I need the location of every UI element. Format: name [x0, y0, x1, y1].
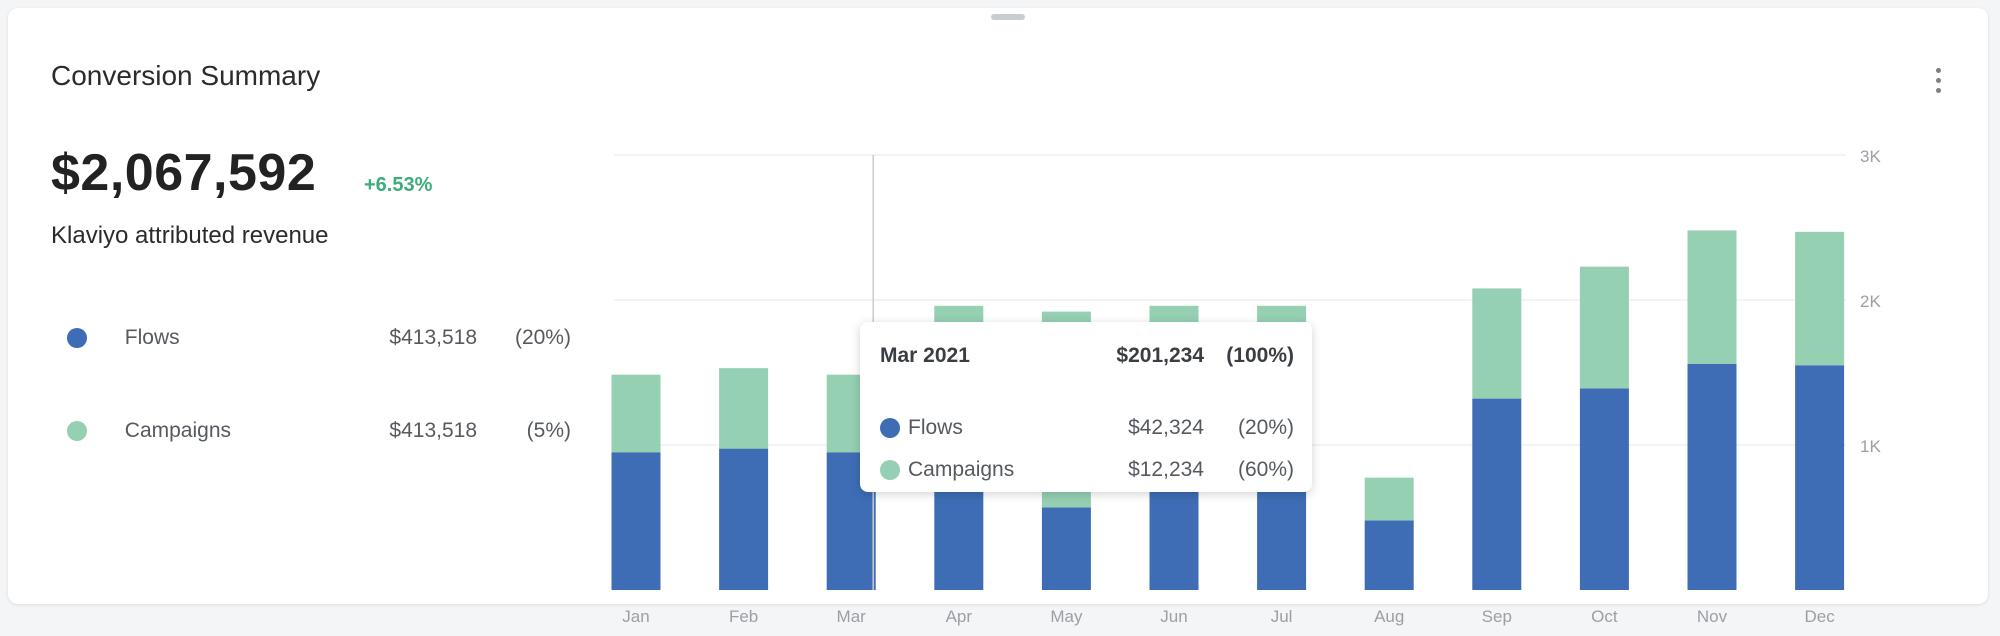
legend-label: Campaigns	[124, 419, 232, 442]
y-tick-label: 2K	[1860, 292, 1881, 311]
bar-campaigns-feb	[719, 368, 769, 449]
tooltip-series-percent: (20%)	[1237, 416, 1294, 439]
tooltip-date: Mar 2021	[880, 344, 970, 367]
bar-campaigns-dec	[1795, 231, 1845, 366]
bar-flows-apr	[934, 489, 984, 590]
tooltip-row-flows: Flows $42,324 (20%)	[880, 416, 1294, 440]
bar-campaigns-nov	[1687, 230, 1737, 364]
drag-handle[interactable]	[991, 14, 1025, 20]
x-tick-label: Jun	[1160, 607, 1187, 626]
x-tick-label: Nov	[1697, 607, 1728, 626]
legend-percent: (20%)	[514, 326, 571, 349]
x-tick-label: Apr	[946, 607, 973, 626]
x-tick-label: Jan	[622, 607, 649, 626]
flows-dot-icon	[67, 328, 87, 348]
bar-flows-dec	[1795, 365, 1845, 590]
x-tick-label: Feb	[729, 607, 758, 626]
bar-flows-jun	[1149, 488, 1199, 590]
tooltip-series-name: Campaigns	[908, 458, 1015, 481]
bar-flows-jul	[1257, 482, 1307, 590]
chart-tooltip: Mar 2021 $201,234 (100%) Flows $42,324 (…	[860, 322, 1312, 492]
legend-value: $413,518	[389, 419, 477, 442]
bar-flows-feb	[719, 448, 769, 590]
campaigns-dot-icon	[67, 421, 87, 441]
legend-label: Flows	[124, 326, 180, 349]
x-tick-label: May	[1050, 607, 1083, 626]
tooltip-row-campaigns: Campaigns $12,234 (60%)	[880, 458, 1294, 482]
card-title: Conversion Summary	[51, 60, 321, 91]
total-revenue: $2,067,592	[51, 144, 317, 202]
bar-flows-may	[1041, 507, 1091, 590]
bar-flows-nov	[1687, 363, 1737, 590]
tooltip-series-value: $12,234	[1128, 458, 1204, 481]
revenue-change-badge: +6.53%	[364, 174, 433, 196]
tooltip-series-value: $42,324	[1128, 416, 1204, 439]
bar-flows-sep	[1472, 398, 1522, 590]
x-tick-label: Sep	[1482, 607, 1512, 626]
tooltip-header: Mar 2021 $201,234 (100%)	[880, 344, 1294, 368]
bar-campaigns-sep	[1472, 288, 1522, 399]
campaigns-dot-icon	[880, 460, 900, 480]
conversion-summary-card: Conversion Summary $2,067,592 +6.53% Kla…	[8, 8, 1988, 604]
legend-value: $413,518	[389, 326, 477, 349]
bar-flows-jan	[611, 452, 661, 590]
legend-item-campaigns: Campaigns $413,518 (5%)	[51, 411, 571, 451]
bar-flows-aug	[1364, 520, 1414, 590]
tooltip-total: $201,234	[1116, 344, 1204, 367]
bar-campaigns-jan	[611, 374, 661, 453]
flows-dot-icon	[880, 418, 900, 438]
tooltip-series-percent: (60%)	[1237, 458, 1294, 481]
x-tick-label: Jul	[1271, 607, 1293, 626]
more-vertical-icon[interactable]	[1926, 62, 1950, 98]
y-tick-label: 1K	[1860, 437, 1881, 456]
x-tick-label: Aug	[1374, 607, 1404, 626]
x-tick-label: Dec	[1804, 607, 1835, 626]
y-tick-label: 3K	[1860, 147, 1881, 166]
revenue-subtitle: Klaviyo attributed revenue	[51, 222, 329, 249]
tooltip-series-name: Flows	[908, 416, 963, 439]
bar-flows-oct	[1579, 388, 1629, 590]
bar-campaigns-aug	[1364, 477, 1414, 521]
bar-campaigns-oct	[1579, 266, 1629, 389]
x-tick-label: Mar	[837, 607, 867, 626]
legend-percent: (5%)	[526, 419, 571, 442]
x-tick-label: Oct	[1591, 607, 1618, 626]
tooltip-total-percent: (100%)	[1226, 344, 1294, 367]
legend-item-flows: Flows $413,518 (20%)	[51, 318, 571, 358]
